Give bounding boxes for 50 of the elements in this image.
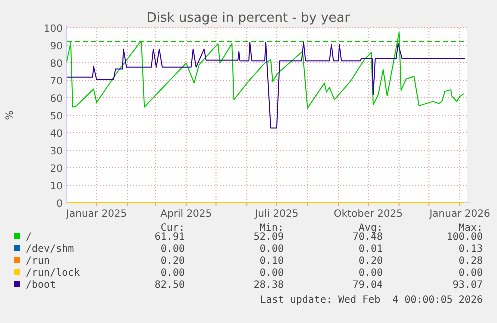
legend-label: /boot <box>26 280 56 291</box>
y-tick-label: 40 <box>50 129 63 140</box>
text: 0.00 <box>458 268 483 279</box>
y-tick-label: 30 <box>50 146 63 158</box>
text: 0.01 <box>358 244 383 255</box>
text: 0.10 <box>260 256 284 267</box>
text: 79.04 <box>352 280 383 291</box>
text: Max: <box>458 223 483 234</box>
text: 70.48 <box>352 232 383 243</box>
y-tick-label: 20 <box>50 164 63 175</box>
x-tick-label: Januar 2026 <box>428 209 490 220</box>
text: Last update: Wed Feb 4 00:00:05 2026 <box>260 295 483 306</box>
text: 100.00 <box>446 232 483 243</box>
y-tick-label: 10 <box>50 182 63 192</box>
y-tick-label: 90 <box>50 42 63 52</box>
text: 0.00 <box>160 268 185 279</box>
text: 0.28 <box>458 256 483 267</box>
x-tick-label: Januar 2025 <box>66 209 128 220</box>
text: 52.09 <box>254 232 284 243</box>
text: Min: <box>260 223 284 234</box>
text: Avg: <box>358 223 383 234</box>
y-axis-title: % <box>5 110 16 120</box>
text: 28.38 <box>254 280 284 291</box>
y-tick-label: 60 <box>50 94 63 105</box>
line-series <box>66 32 465 109</box>
y-tick-label: 70 <box>50 76 63 88</box>
text: 0.00 <box>260 268 284 279</box>
y-tick-label: 80 <box>50 59 63 70</box>
text: Cur: <box>160 223 185 234</box>
legend-label: /run <box>26 256 50 267</box>
chart-title: Disk usage in percent - by year <box>146 11 351 26</box>
text: 82.50 <box>154 280 185 291</box>
y-tick-label: 0 <box>56 199 63 210</box>
x-tick-label: April 2025 <box>160 209 212 220</box>
text: 0.00 <box>260 244 284 255</box>
line-series <box>66 42 466 129</box>
x-tick-label: Oktober 2025 <box>334 209 403 220</box>
legend-label: / <box>26 232 32 243</box>
text: 0.20 <box>358 256 383 267</box>
legend-label: /dev/shm <box>26 244 74 255</box>
y-tick-label: 50 <box>50 112 63 122</box>
text: 0.20 <box>160 256 185 267</box>
text: 93.07 <box>452 280 483 291</box>
legend-label: /run/lock <box>26 268 80 279</box>
y-tick-label: 100 <box>44 24 63 35</box>
text: 0.00 <box>160 244 185 255</box>
x-tick-label: Juli 2025 <box>254 209 299 220</box>
text: 61.91 <box>154 232 185 243</box>
text: 0.13 <box>458 244 483 255</box>
text: 0.00 <box>358 268 383 279</box>
